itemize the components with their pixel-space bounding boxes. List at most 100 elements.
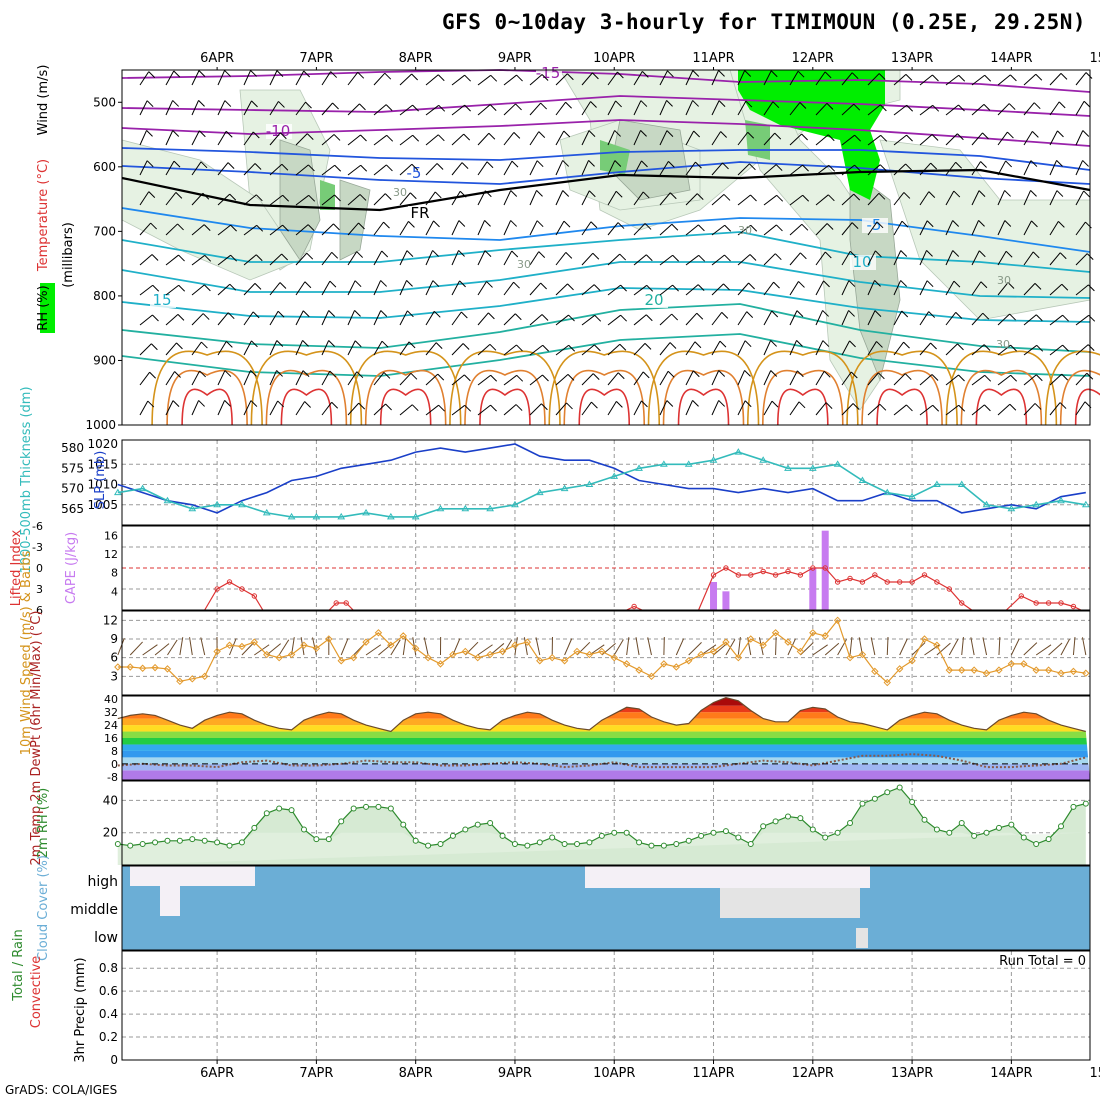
- x-tick-label: 8APR: [399, 51, 433, 66]
- wind-barb: [893, 310, 903, 326]
- wind-barb: [719, 340, 727, 348]
- wind-barb: [356, 371, 364, 379]
- wind-barb: [789, 310, 798, 326]
- temperature-contour: [121, 168, 1091, 212]
- cape-bar: [722, 591, 730, 610]
- wind-barb: [250, 70, 257, 77]
- wind-barb: [640, 100, 648, 107]
- thickness-point: [188, 504, 197, 512]
- wind-barb: [269, 282, 281, 296]
- wind-barb: [763, 224, 777, 236]
- wind-barb: [919, 374, 933, 386]
- thickness-point: [759, 456, 768, 463]
- wind-barb: [824, 71, 832, 79]
- label-part: Convective: [29, 956, 44, 1029]
- wind-barb: [774, 253, 782, 261]
- wind-barb: [202, 313, 210, 320]
- lifted-index-point: [810, 565, 816, 571]
- wind-barb: [798, 401, 806, 409]
- wind-barb: [1060, 73, 1068, 80]
- wind-barb: [347, 164, 362, 176]
- wind-barb: [919, 280, 928, 296]
- wind-barb: [919, 404, 934, 416]
- wind-barb: [711, 283, 724, 296]
- precip-tick-label: 0.8: [99, 961, 118, 975]
- wind-barb: [958, 374, 965, 382]
- contour-label: FR: [410, 204, 429, 222]
- temperature-contour: [578, 388, 631, 426]
- wind-speed-point: [498, 647, 507, 656]
- wind-barb: [250, 400, 258, 407]
- temp-band: [122, 705, 1090, 713]
- wind-barb: [295, 281, 306, 296]
- rh2m-point: [499, 832, 506, 839]
- contour-label-bg: [408, 206, 434, 221]
- wind-speed-point: [399, 632, 407, 640]
- wind-barb: [919, 74, 933, 86]
- wind-barb: [243, 400, 252, 416]
- slp-tick-label: 1005: [87, 498, 118, 512]
- rh2m-point: [971, 832, 978, 839]
- wind-barb: [154, 643, 170, 656]
- wind-barb: [347, 222, 359, 236]
- wind-barb: [633, 284, 648, 296]
- wind-barb: [997, 250, 1007, 266]
- lifted-index-point: [959, 600, 965, 606]
- wind-barb: [797, 70, 805, 78]
- wind-barb: [802, 164, 809, 172]
- wind-barb: [893, 192, 905, 206]
- wind-barb: [139, 191, 150, 206]
- wind-barb: [592, 373, 600, 380]
- wind-barb: [841, 72, 853, 86]
- wind-barb: [321, 401, 333, 416]
- cape-tick-label: 4: [111, 585, 118, 598]
- wind-barb: [581, 160, 590, 176]
- wind-barb: [191, 100, 200, 116]
- wind-barb: [191, 192, 204, 206]
- wind-barb: [700, 644, 717, 656]
- wind-barb: [789, 401, 800, 416]
- wind-barb: [720, 131, 728, 138]
- wind-barb: [321, 370, 331, 386]
- wind-barb: [879, 403, 887, 411]
- wind-barb: [381, 340, 389, 348]
- wind-barb: [997, 344, 1011, 356]
- thickness-point: [684, 460, 693, 467]
- wind-barb: [425, 191, 436, 206]
- wind-barb: [279, 132, 287, 140]
- wind-barb: [1023, 131, 1033, 146]
- wind-barb: [737, 637, 741, 656]
- cape-tick-label: 12: [104, 548, 118, 561]
- wind-barb: [425, 220, 434, 236]
- wind-barb: [698, 254, 706, 262]
- wind-barb: [899, 638, 908, 656]
- wind-barb: [906, 404, 913, 412]
- wind-speed-point: [982, 669, 991, 677]
- wind-barb: [789, 370, 798, 386]
- rh2m-point: [474, 821, 481, 828]
- wind-barb: [692, 100, 699, 107]
- wind-barb: [1023, 283, 1036, 296]
- temp-band: [122, 725, 1090, 732]
- x-tick-label: 7APR: [299, 51, 333, 66]
- wind-barb: [566, 402, 573, 410]
- wind-barb: [1075, 190, 1085, 206]
- wind-barb: [919, 104, 934, 116]
- wind-barb: [200, 161, 208, 169]
- wind-barb: [217, 254, 231, 266]
- wind-barb: [384, 72, 392, 80]
- wind-barb: [948, 638, 959, 656]
- wind-barb: [932, 104, 940, 112]
- wind-barb: [645, 254, 653, 262]
- label-part: 1000-500mb Thickness (dm): [19, 386, 34, 573]
- contour-label-bg: [642, 293, 668, 308]
- wind-barb: [477, 190, 486, 206]
- wind-barb: [978, 220, 985, 227]
- wind-barb: [203, 224, 211, 232]
- wind-barb: [536, 160, 544, 168]
- wind-barb: [688, 642, 702, 656]
- wind-barb: [581, 190, 590, 206]
- wind-barb: [459, 280, 466, 288]
- temperature-contour: [762, 369, 844, 426]
- wind-barb: [399, 73, 412, 86]
